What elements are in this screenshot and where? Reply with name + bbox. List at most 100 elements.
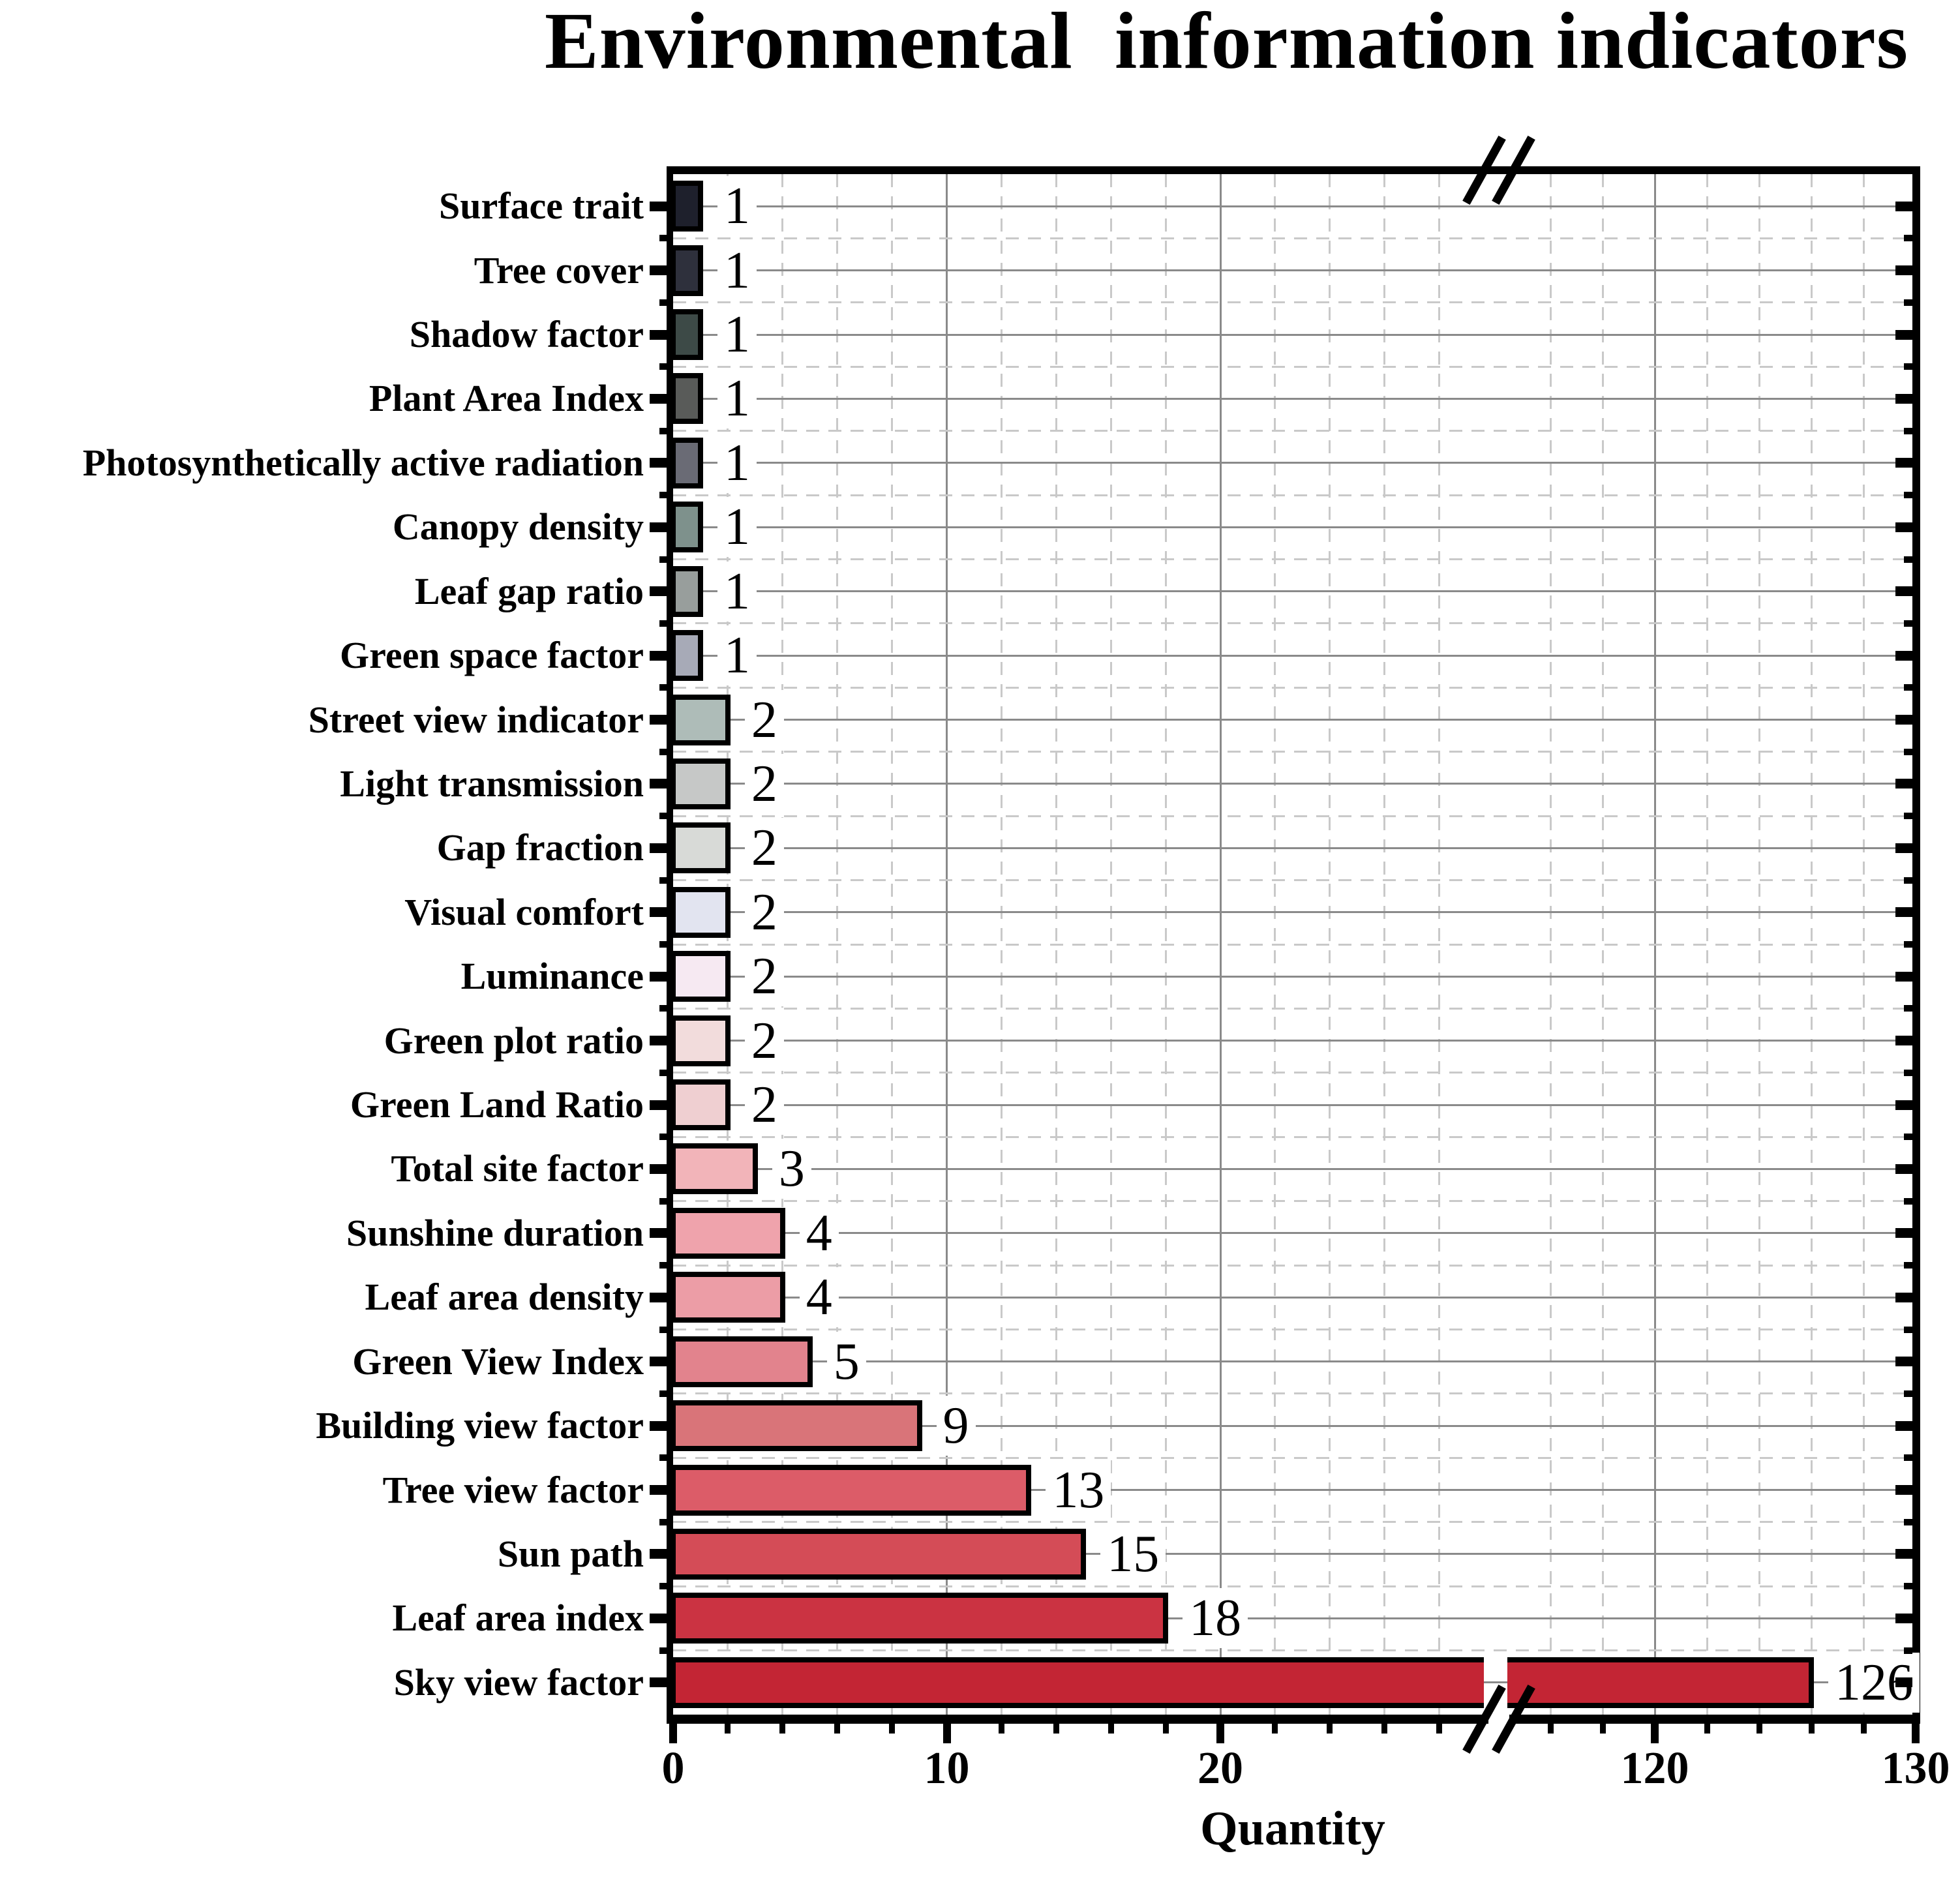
right-major-tick (1895, 715, 1912, 725)
left-major-tick (650, 843, 667, 853)
right-major-tick (1895, 1228, 1912, 1239)
left-major-tick (650, 1357, 667, 1367)
bottom-minor-tick (1381, 1724, 1388, 1734)
bar-photosynthetically-active-radiation (671, 437, 703, 488)
left-minor-tick (659, 427, 667, 434)
category-label: Plant Area Index (369, 377, 644, 420)
category-label: Shadow factor (409, 313, 644, 356)
category-label: Luminance (460, 955, 644, 998)
right-minor-tick (1904, 1197, 1912, 1205)
right-minor-tick (1904, 1647, 1912, 1654)
bar-green-space-factor (671, 630, 703, 682)
bar-break-gridline-segment (1484, 1681, 1507, 1684)
right-minor-tick (1904, 1134, 1912, 1141)
bar-value-label: 1 (717, 561, 757, 622)
left-major-tick (650, 1677, 667, 1688)
left-major-tick (650, 522, 667, 532)
bar-canopy-density (671, 502, 703, 553)
right-minor-tick (1904, 748, 1912, 755)
right-major-tick (1895, 1100, 1912, 1110)
bar-value-label: 3 (772, 1139, 811, 1199)
category-label: Green plot ratio (384, 1019, 644, 1062)
row-boundary-gridline (673, 1264, 1912, 1267)
row-boundary-gridline (673, 1456, 1912, 1459)
bottom-minor-tick (1756, 1724, 1762, 1734)
bottom-minor-tick (834, 1724, 841, 1734)
x-axis-tick-label: 10 (924, 1743, 970, 1794)
bar-value-label: 4 (799, 1267, 839, 1328)
row-center-gridline (673, 590, 1912, 593)
bar-sun-path (671, 1528, 1087, 1580)
bottom-minor-tick (1327, 1724, 1333, 1734)
right-major-tick (1895, 1549, 1912, 1559)
bar-value-label: 4 (799, 1203, 839, 1263)
bar-value-label: 2 (744, 1075, 784, 1135)
x-axis-tick-label: 0 (661, 1743, 685, 1794)
left-minor-tick (659, 1583, 667, 1590)
bar-value-label: 2 (744, 1010, 784, 1071)
row-center-gridline (673, 783, 1912, 785)
bar-leaf-area-density (671, 1272, 785, 1323)
bar-gap-fraction (671, 822, 731, 874)
row-center-gridline (673, 526, 1912, 528)
right-minor-tick (1904, 813, 1912, 820)
right-minor-tick (1904, 1069, 1912, 1076)
bar-shadow-factor (671, 309, 703, 361)
bar-value-label: 9 (936, 1396, 976, 1456)
bar-light-transmission (671, 758, 731, 809)
left-minor-tick (659, 1262, 667, 1269)
bottom-minor-tick (1704, 1724, 1710, 1734)
left-major-tick (650, 458, 667, 468)
right-minor-tick (1904, 556, 1912, 563)
row-center-gridline (673, 1104, 1912, 1106)
bar-value-label: 2 (744, 818, 784, 878)
bottom-major-tick (669, 1724, 677, 1743)
plot-area: 1 1 1 1 1 1 1 1 2 2 2 2 2 2 2 3 4 4 5 9 13 15 18 126 (650, 135, 1920, 1754)
right-minor-tick (1904, 363, 1912, 370)
row-boundary-gridline (673, 1392, 1912, 1395)
row-boundary-gridline (673, 301, 1912, 304)
left-minor-tick (659, 813, 667, 820)
category-label: Light transmission (340, 762, 644, 805)
bottom-minor-tick (725, 1724, 731, 1734)
bar-tree-view-factor (671, 1464, 1032, 1516)
bottom-minor-tick (1053, 1724, 1059, 1734)
bottom-minor-tick (1436, 1724, 1443, 1734)
left-minor-tick (659, 748, 667, 755)
bar-value-label: 1 (717, 368, 757, 429)
bar-value-label: 2 (744, 882, 784, 942)
category-label: Total site factor (391, 1147, 644, 1190)
right-major-tick (1895, 1357, 1912, 1367)
right-major-tick (1895, 458, 1912, 468)
bar-value-label: 1 (717, 497, 757, 558)
bar-luminance (671, 951, 731, 1002)
row-boundary-gridline (673, 751, 1912, 753)
row-boundary-gridline (673, 430, 1912, 432)
right-minor-tick (1904, 235, 1912, 242)
category-label: Street view indicator (308, 698, 644, 741)
category-label: Visual comfort (404, 890, 644, 933)
x-axis-tick-label: 120 (1620, 1743, 1689, 1794)
row-boundary-gridline (673, 237, 1912, 239)
bar-street-view-indicator (671, 694, 731, 745)
bar-green-plot-ratio (671, 1015, 731, 1066)
row-boundary-gridline (673, 815, 1912, 817)
right-minor-tick (1904, 1390, 1912, 1397)
bottom-major-tick (1651, 1724, 1659, 1743)
right-major-tick (1895, 201, 1912, 211)
bar-value-label: 2 (744, 689, 784, 750)
row-center-gridline (673, 462, 1912, 464)
row-boundary-gridline (673, 1200, 1912, 1203)
bar-value-label: 1 (717, 305, 757, 365)
right-minor-tick (1904, 1454, 1912, 1462)
bar-layer: 1 1 1 1 1 1 1 1 2 2 2 2 2 2 2 3 4 4 5 9 13 15 18 126 (671, 174, 1920, 1715)
bar-value-label: 2 (744, 946, 784, 1007)
category-label: Canopy density (392, 505, 644, 548)
category-label: Green View Index (352, 1340, 644, 1383)
left-major-tick (650, 265, 667, 276)
right-minor-tick (1904, 299, 1912, 306)
right-major-tick (1895, 1677, 1912, 1688)
category-label: Green space factor (340, 634, 644, 677)
bar-surface-trait (671, 181, 703, 232)
bar-value-label: 2 (744, 753, 784, 814)
